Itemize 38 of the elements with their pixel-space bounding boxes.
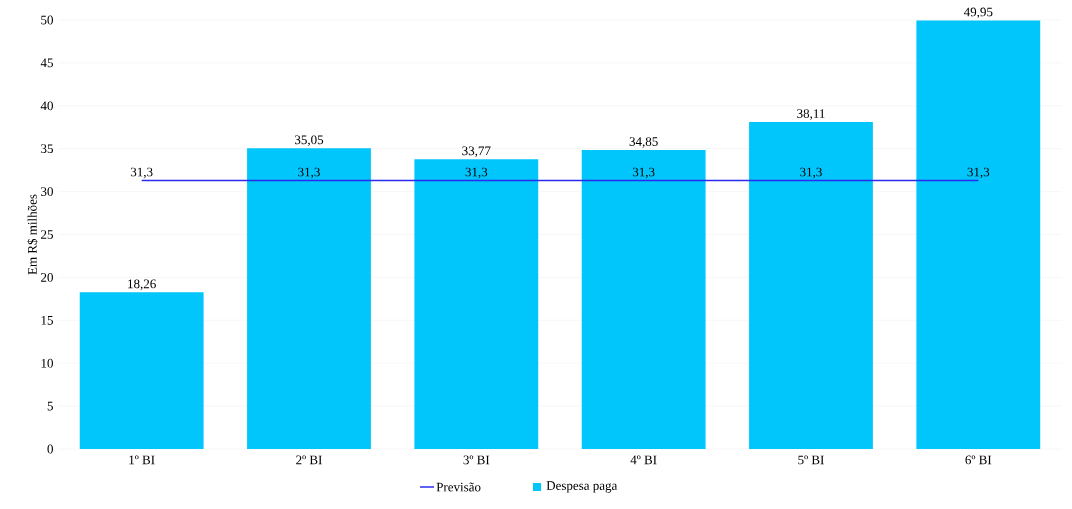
data-label: 49,95: [963, 7, 993, 19]
y-tick-label: 25: [41, 230, 53, 239]
data-label: 31,3: [632, 167, 655, 179]
x-tick-label: 3º BI: [463, 455, 490, 465]
legend-label: Previsão: [436, 482, 481, 492]
y-tick-label: 50: [41, 15, 53, 25]
data-label: 31,3: [130, 167, 153, 179]
data-label: 31,3: [298, 167, 320, 179]
data-label: 31,3: [800, 167, 822, 179]
y-tick-label: 0: [47, 444, 53, 454]
legend-label: Despesa paga: [546, 481, 618, 493]
bar: [749, 122, 873, 449]
x-tick-label: 1º BI: [129, 455, 155, 465]
bar: [247, 148, 371, 449]
bar: [581, 149, 706, 449]
bar: [414, 159, 539, 449]
y-tick-label: 15: [41, 315, 53, 325]
y-tick-label: 35: [41, 144, 53, 154]
bar: [79, 292, 204, 449]
x-tick-label: 6º BI: [965, 455, 992, 465]
y-tick-label: 5: [47, 401, 53, 411]
y-tick-label: 10: [41, 358, 53, 368]
data-label: 31,3: [967, 167, 990, 179]
x-tick-label: 2º BI: [296, 455, 322, 465]
y-tick-label: 30: [41, 187, 53, 196]
y-tick-label: 20: [41, 273, 53, 282]
data-label: 31,3: [465, 167, 488, 179]
data-label: 18,26: [128, 279, 156, 291]
y-axis-title: Em R$ milhões: [27, 194, 38, 275]
data-label: 38,11: [797, 109, 825, 120]
data-label: 33,77: [462, 146, 491, 158]
x-tick-label: 5º BI: [798, 455, 824, 465]
data-label: 34,85: [629, 137, 658, 148]
bar: [916, 20, 1041, 449]
x-tick-label: 4º BI: [630, 455, 657, 465]
y-tick-label: 45: [40, 58, 53, 68]
data-label: 35,05: [294, 135, 324, 147]
y-tick-label: 40: [40, 101, 53, 111]
